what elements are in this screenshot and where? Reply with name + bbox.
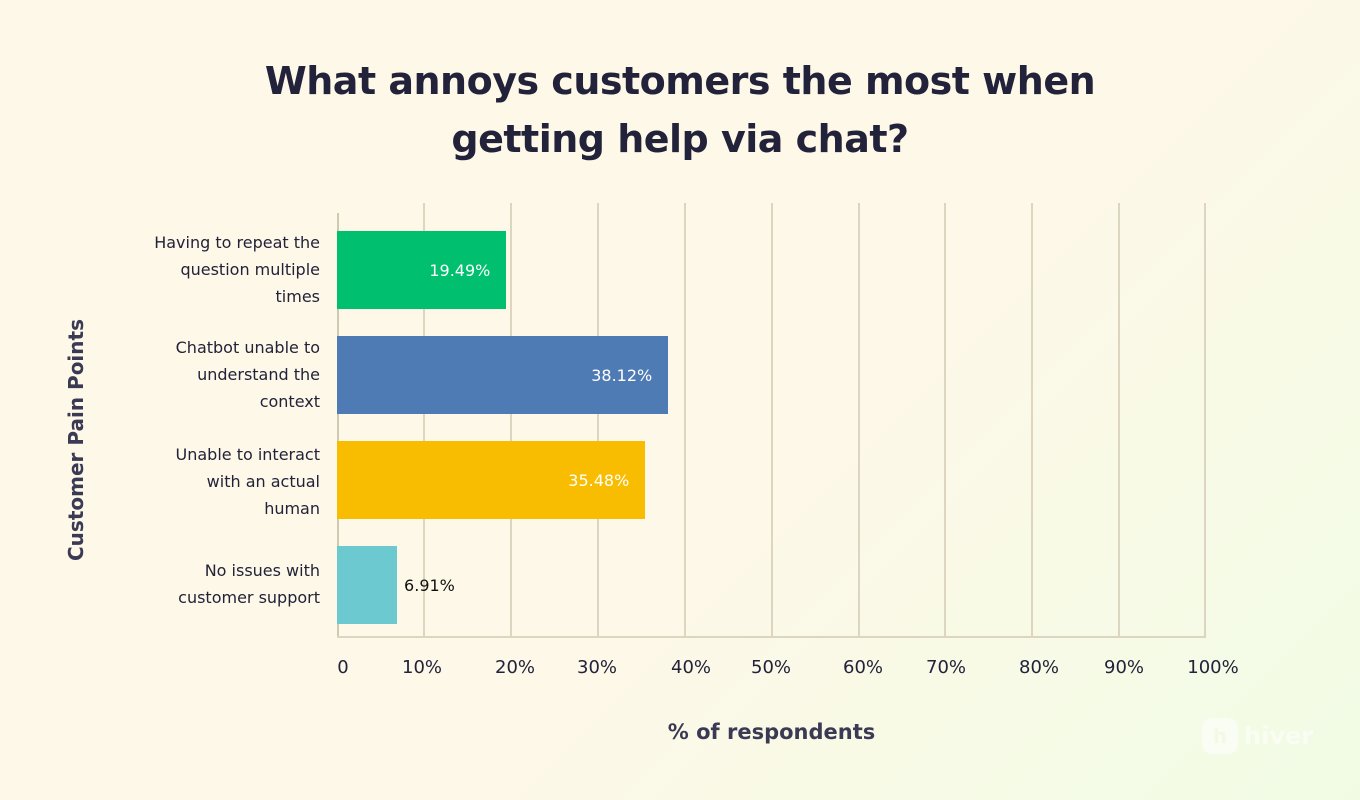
- x-tick: 40%: [670, 657, 712, 678]
- chart-title: What annoys customers the most when gett…: [0, 52, 1360, 168]
- gridline: [944, 203, 946, 638]
- label-line: Unable to interact: [175, 445, 321, 464]
- label-line: Chatbot unable to: [175, 338, 320, 357]
- chart-title-line-1: What annoys customers the most when: [264, 59, 1096, 103]
- x-tick: 60%: [842, 657, 884, 678]
- category-label-no-issues: No issues with customer support: [90, 557, 320, 611]
- bar-no-issues: 6.91%: [337, 546, 455, 624]
- gridline: [684, 203, 686, 638]
- x-tick: 80%: [1018, 657, 1060, 678]
- label-line: context: [259, 392, 320, 411]
- x-axis-line: [337, 636, 1206, 638]
- label-line: customer support: [178, 588, 320, 607]
- gridline: [858, 203, 860, 638]
- x-tick: 90%: [1103, 657, 1145, 678]
- hiver-logo-icon: h: [1202, 718, 1238, 754]
- label-line: times: [275, 287, 320, 306]
- bar-chatbot-context: 38.12%: [337, 336, 669, 414]
- bar-value-label: 35.48%: [568, 470, 630, 490]
- bar-value-label: 38.12%: [591, 365, 653, 385]
- x-tick: 70%: [925, 657, 967, 678]
- gridline: [423, 203, 425, 638]
- bar-repeat-question: 19.49%: [337, 231, 507, 309]
- category-label-repeat-question: Having to repeat the question multiple t…: [90, 229, 320, 310]
- gridline: [1031, 203, 1033, 638]
- chart-title-line-2: getting help via chat?: [451, 117, 909, 161]
- label-line: question multiple: [180, 260, 320, 279]
- hiver-logo-text: hiver: [1244, 722, 1314, 750]
- x-tick: 50%: [750, 657, 792, 678]
- label-line: Having to repeat the: [154, 233, 320, 252]
- label-line: human: [264, 499, 320, 518]
- bar-no-human: 35.48%: [337, 441, 646, 519]
- bar-value-label: 19.49%: [429, 260, 491, 280]
- category-label-chatbot-context: Chatbot unable to understand the context: [90, 334, 320, 415]
- x-tick: 0: [337, 657, 349, 678]
- gridline: [1204, 203, 1206, 638]
- plot-area: 19.49% 38.12% 35.48% 6.91%: [337, 203, 1206, 638]
- label-line: with an actual: [206, 472, 320, 491]
- label-line: No issues with: [204, 561, 320, 580]
- x-tick: 100%: [1187, 657, 1239, 678]
- y-axis-title: Customer Pain Points: [64, 319, 88, 561]
- x-tick: 20%: [494, 657, 536, 678]
- gridline: [1118, 203, 1120, 638]
- y-axis-line: [337, 213, 339, 638]
- x-tick: 10%: [401, 657, 443, 678]
- x-tick: 30%: [576, 657, 618, 678]
- bar-value-label: 6.91%: [404, 575, 455, 595]
- x-axis-title: % of respondents: [667, 720, 876, 744]
- label-line: understand the: [197, 365, 320, 384]
- gridline: [510, 203, 512, 638]
- gridline: [771, 203, 773, 638]
- gridline: [597, 203, 599, 638]
- category-label-no-human: Unable to interact with an actual human: [90, 441, 321, 522]
- hiver-logo: h hiver: [1202, 718, 1313, 754]
